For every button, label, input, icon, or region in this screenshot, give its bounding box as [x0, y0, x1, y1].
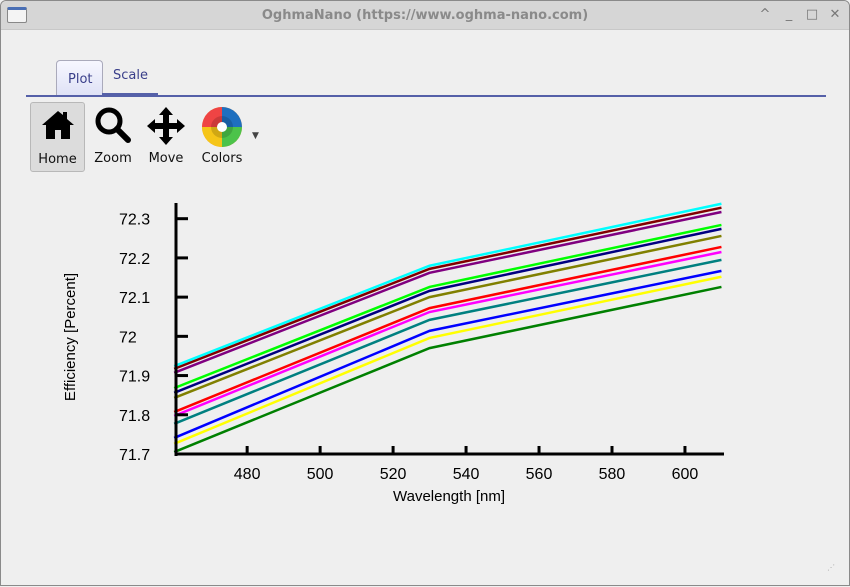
move-button[interactable]: Move — [143, 102, 189, 172]
x-tick-label: 540 — [453, 466, 480, 483]
move-label: Move — [148, 151, 184, 166]
series-line-5 — [173, 234, 722, 400]
tab-underline — [102, 93, 158, 95]
series-line-6 — [173, 245, 722, 414]
window-title: OghmaNano (https://www.oghma-nano.com) — [261, 8, 589, 23]
tab-scale[interactable]: Scale — [113, 68, 148, 83]
app-icon — [7, 7, 27, 23]
zoom-icon — [95, 107, 131, 143]
y-tick-label: 71.8 — [119, 408, 150, 425]
x-tick-label: 560 — [526, 466, 553, 483]
series-line-4 — [173, 227, 722, 394]
zoom-button[interactable]: Zoom — [89, 102, 137, 172]
series-line-7 — [173, 250, 722, 418]
y-axis-label: Efficiency [Percent] — [62, 273, 79, 401]
x-tick-label: 500 — [307, 466, 334, 483]
tab-divider — [26, 95, 826, 97]
series-line-1 — [173, 206, 722, 371]
move-icon — [147, 107, 185, 145]
minimize-button[interactable]: _ — [785, 7, 793, 22]
color-wheel-icon — [202, 107, 242, 147]
series-line-8 — [173, 258, 722, 425]
series-line-0 — [173, 202, 722, 368]
tab-plot[interactable]: Plot — [56, 60, 103, 95]
y-tick-label: 72.3 — [119, 212, 150, 229]
shade-button[interactable]: ^ — [759, 7, 771, 22]
x-tick-label: 480 — [234, 466, 261, 483]
x-tick-label: 600 — [672, 466, 699, 483]
series-line-11 — [173, 285, 722, 454]
resize-grip[interactable]: ⋰ — [827, 563, 835, 572]
x-axis-label: Wavelength [nm] — [393, 488, 505, 505]
colors-button[interactable]: Colors — [197, 102, 247, 172]
series-line-10 — [173, 275, 722, 445]
y-tick-label: 72 — [119, 329, 137, 346]
series-line-2 — [173, 210, 722, 374]
series-line-9 — [173, 269, 722, 440]
maximize-button[interactable]: □ — [805, 7, 819, 22]
y-tick-label: 71.9 — [119, 369, 150, 386]
home-button[interactable]: Home — [30, 102, 85, 172]
close-button[interactable]: ✕ — [829, 7, 841, 22]
x-tick-label: 580 — [599, 466, 626, 483]
colors-label: Colors — [201, 151, 243, 166]
y-tick-label: 72.1 — [119, 290, 150, 307]
x-tick-label: 520 — [380, 466, 407, 483]
colors-dropdown-arrow-icon[interactable]: ▼ — [252, 131, 259, 141]
y-tick-label: 72.2 — [119, 251, 150, 268]
series-line-3 — [173, 223, 722, 390]
y-tick-label: 71.7 — [119, 447, 150, 464]
zoom-label: Zoom — [94, 151, 132, 166]
title-bar: OghmaNano (https://www.oghma-nano.com) ^… — [1, 1, 849, 30]
home-label: Home — [38, 152, 77, 167]
home-icon — [41, 111, 74, 139]
